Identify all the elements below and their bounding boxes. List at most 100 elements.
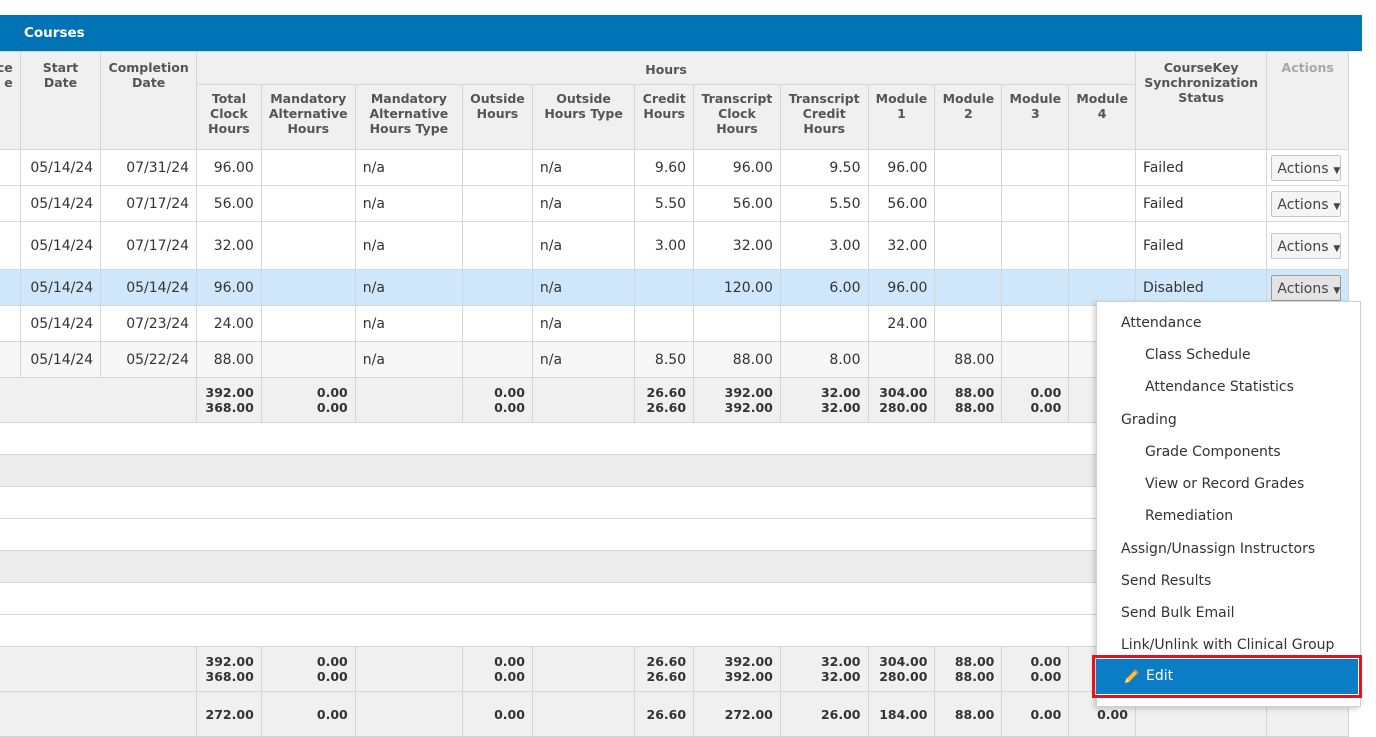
total-value: 0.00: [1030, 669, 1062, 684]
col-header-total-clock-hours[interactable]: Total Clock Hours: [196, 84, 262, 150]
total-value: 392.00: [724, 385, 773, 400]
cell-mand: [260, 305, 356, 342]
total-total: 272.00: [196, 691, 262, 737]
cell-outside: [461, 305, 533, 342]
cell-start-date: 05/14/24: [19, 269, 102, 306]
table-row[interactable]: 05/14/24 05/14/24 96.00 n/a n/a 120.00 6.00 96.…: [0, 269, 1349, 306]
total-credit: 26.60 26.60: [634, 377, 695, 423]
cell-outside: [461, 149, 533, 186]
col-header-module-3[interactable]: Module 3: [1001, 84, 1070, 150]
total-value: 88.00: [954, 706, 995, 722]
cell-truncated: [0, 341, 21, 378]
cell-mand_type: n/a: [354, 185, 463, 222]
total-outside: 0.00 0.00: [461, 377, 533, 423]
actions-dropdown-button[interactable]: Actions ▼: [1271, 274, 1342, 301]
caret-down-icon: ▼: [1330, 243, 1341, 254]
actions-dropdown-button[interactable]: Actions ▼: [1271, 232, 1342, 259]
total-m2: 88.00 88.00: [934, 646, 1003, 692]
total-value: 392.00: [724, 669, 773, 684]
col-header-actions: Actions: [1266, 51, 1349, 150]
cell-mand: [260, 149, 356, 186]
menu-item-view-record-grades[interactable]: View or Record Grades: [1145, 476, 1305, 492]
actions-dropdown-menu: Attendance Class Schedule Attendance Sta…: [1096, 301, 1361, 707]
total-value: 0.00: [316, 669, 348, 684]
cell-actions: Actions ▼: [1266, 149, 1349, 186]
col-header-mandatory-alt-hours-type[interactable]: Mandatory Alternative Hours Type: [354, 84, 463, 150]
actions-dropdown-button[interactable]: Actions ▼: [1271, 190, 1342, 217]
col-header-mandatory-alt-hours[interactable]: Mandatory Alternative Hours: [260, 84, 356, 150]
cell-credit: 3.00: [634, 221, 695, 270]
col-header-module-1[interactable]: Module 1: [867, 84, 936, 150]
total-outside_type: [531, 646, 636, 692]
cell-m2: 88.00: [934, 341, 1003, 378]
cell-m1: 96.00: [867, 149, 936, 186]
total-value: 32.00: [820, 400, 861, 415]
cell-start-date: 05/14/24: [19, 149, 102, 186]
menu-item-attendance-statistics[interactable]: Attendance Statistics: [1145, 379, 1294, 395]
total-value: 0.00: [1030, 385, 1062, 400]
cell-total: 96.00: [196, 269, 262, 306]
cell-sync-status: Failed: [1134, 149, 1268, 186]
cell-m3: [1001, 341, 1070, 378]
cell-credit: [634, 269, 695, 306]
cell-mand: [260, 341, 356, 378]
cell-tclock: 32.00: [693, 221, 781, 270]
col-header-module-2[interactable]: Module 2: [934, 84, 1003, 150]
total-tclock: 272.00: [693, 691, 781, 737]
menu-item-remediation[interactable]: Remediation: [1145, 508, 1234, 524]
total-value: 32.00: [820, 654, 861, 669]
table-row[interactable]: 05/14/24 07/17/24 56.00 n/a n/a 5.50 56.00 5.50…: [0, 185, 1349, 222]
menu-item-assign-instructors[interactable]: Assign/Unassign Instructors: [1121, 541, 1316, 557]
menu-item-grading[interactable]: Grading: [1121, 412, 1177, 428]
col-header-outside-hours[interactable]: Outside Hours: [461, 84, 533, 150]
col-header-module-4[interactable]: Module 4: [1068, 84, 1136, 150]
cell-outside_type: n/a: [531, 305, 636, 342]
table-row[interactable]: 05/14/24 07/17/24 32.00 n/a n/a 3.00 32.00 3.00…: [0, 221, 1349, 270]
total-value: 26.60: [646, 706, 687, 722]
col-group-hours: Hours: [196, 51, 1136, 85]
total-value: 0.00: [1030, 706, 1062, 722]
cell-m3: [1001, 185, 1070, 222]
cell-tclock: 56.00: [693, 185, 781, 222]
menu-item-send-bulk-email[interactable]: Send Bulk Email: [1121, 605, 1235, 621]
cell-start-date: 05/14/24: [19, 185, 102, 222]
table-row[interactable]: 05/14/24 07/31/24 96.00 n/a n/a 9.60 96.00 9.50…: [0, 149, 1349, 186]
col-header-completion-date[interactable]: Completion Date: [100, 51, 198, 150]
col-header-outside-hours-type[interactable]: Outside Hours Type: [531, 84, 636, 150]
cell-tclock: 120.00: [693, 269, 781, 306]
caret-down-icon: ▼: [1330, 201, 1341, 212]
total-mand_type: [354, 377, 463, 423]
actions-dropdown-button[interactable]: Actions ▼: [1271, 154, 1342, 181]
total-value: 0.00: [316, 654, 348, 669]
col-header-sync-status[interactable]: CourseKey Synchronization Status: [1134, 51, 1268, 150]
menu-item-link-clinical-group[interactable]: Link/Unlink with Clinical Group: [1121, 637, 1335, 653]
col-header-start-date[interactable]: Start Date: [19, 51, 102, 150]
cell-total: 32.00: [196, 221, 262, 270]
cell-completion-date: 05/22/24: [100, 341, 198, 378]
menu-item-send-results[interactable]: Send Results: [1121, 573, 1212, 589]
menu-item-grade-components[interactable]: Grade Components: [1145, 444, 1281, 460]
col-header-transcript-credit-hours[interactable]: Transcript Credit Hours: [779, 84, 869, 150]
cell-m3: [1001, 149, 1070, 186]
cell-mand: [260, 269, 356, 306]
menu-item-class-schedule[interactable]: Class Schedule: [1145, 347, 1251, 363]
cell-mand_type: n/a: [354, 221, 463, 270]
total-tclock: 392.00 392.00: [693, 646, 781, 692]
table-row[interactable]: 05/14/24 05/22/24 88.00 n/a n/a 8.50 88.00 8.00…: [0, 341, 1349, 378]
col-header-credit-hours[interactable]: Credit Hours: [634, 84, 695, 150]
menu-item-edit[interactable]: Edit: [1096, 659, 1358, 694]
cell-sync-status: Disabled: [1134, 269, 1268, 306]
cell-start-date: 05/14/24: [19, 305, 102, 342]
cell-credit: 9.60: [634, 149, 695, 186]
cell-truncated: [0, 185, 21, 222]
cell-total: 24.00: [196, 305, 262, 342]
cell-outside: [461, 269, 533, 306]
menu-item-attendance[interactable]: Attendance: [1121, 315, 1202, 331]
total-mand_type: [354, 691, 463, 737]
col-header-truncated[interactable]: ce e: [0, 51, 21, 150]
actions-button-label: Actions: [1277, 238, 1329, 255]
total-m1: 184.00: [867, 691, 936, 737]
total-value: 392.00: [724, 654, 773, 669]
courses-panel-title: Courses: [0, 15, 1362, 51]
col-header-transcript-clock-hours[interactable]: Transcript Clock Hours: [693, 84, 781, 150]
